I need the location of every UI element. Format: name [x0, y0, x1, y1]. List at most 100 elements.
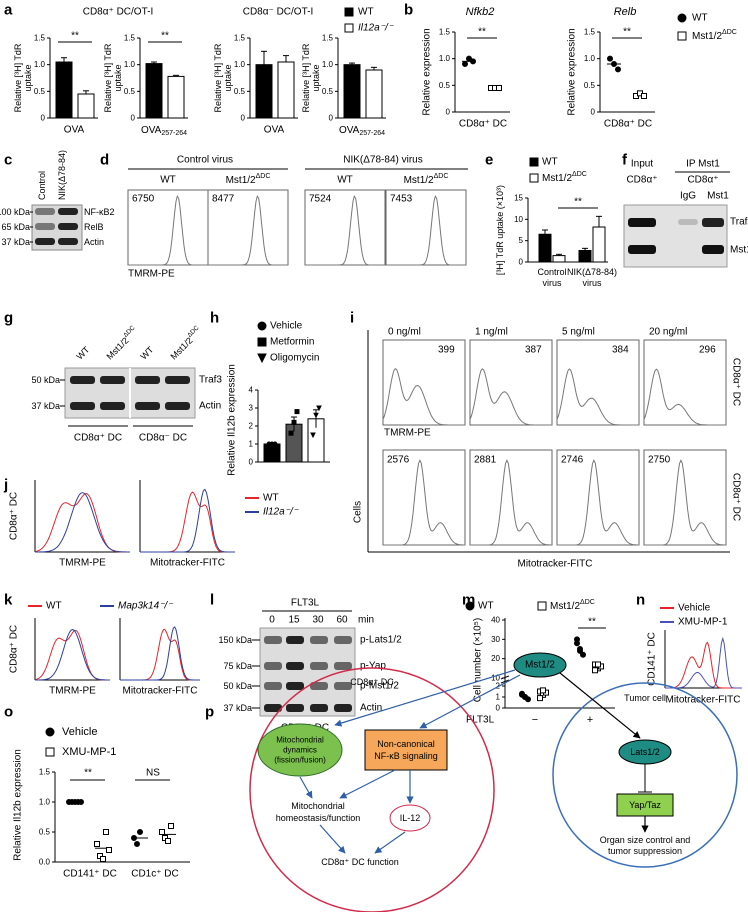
- mfi-value: 8477: [212, 194, 235, 205]
- bar: [365, 69, 383, 119]
- y-tick-label: 15: [514, 194, 523, 203]
- y-tick-label: 0: [591, 108, 596, 117]
- x-label: TMRM-PE: [384, 428, 431, 439]
- blot-band: [310, 704, 328, 712]
- histogram: [386, 194, 466, 266]
- y-tick-label: 1.5: [34, 34, 46, 43]
- y-tick-label: 1.5: [439, 28, 451, 37]
- arrow: [334, 669, 516, 727]
- point: [78, 799, 84, 805]
- lane-label: Control: [37, 171, 47, 200]
- text-part: ΔDC: [722, 29, 737, 36]
- legend-label: Metformin: [270, 337, 314, 348]
- histogram: [469, 368, 552, 426]
- plot-frame: [556, 339, 640, 426]
- node-label: dynamics: [283, 746, 317, 755]
- blot-band: [100, 376, 125, 384]
- cell-label: CD8α⁺ DC: [350, 677, 394, 687]
- y-tick-label: 0: [329, 114, 334, 123]
- node-label: Mitochondrial: [291, 801, 345, 811]
- legend-label: Il12a⁻/⁻: [263, 507, 299, 518]
- legend-label: Vehicle: [62, 726, 97, 738]
- panel-label: e: [485, 152, 493, 169]
- histogram: [557, 459, 639, 546]
- panel-label: j: [3, 477, 8, 494]
- legend-label: Oligomycin: [270, 353, 319, 364]
- y-tick-label: 5: [519, 236, 524, 245]
- band-label: Actin: [360, 703, 382, 714]
- band-label: Mst1: [730, 245, 748, 256]
- y-tick-label: 1.5: [584, 28, 596, 37]
- blot-band: [264, 662, 282, 670]
- point: [574, 636, 580, 643]
- sig-label: **: [478, 27, 486, 38]
- point: [595, 661, 601, 668]
- mfi-value: 384: [612, 345, 629, 356]
- blot-band: [264, 682, 282, 690]
- panel-label: o: [4, 704, 13, 721]
- y-tick-label: 1.0: [439, 54, 451, 63]
- y-label: Relative [³H] TdR: [103, 43, 113, 112]
- lane-label: Mst1: [707, 191, 729, 202]
- y-tick-label: 1.0: [34, 60, 46, 69]
- dose-label: 0 ng/ml: [388, 327, 421, 338]
- y-tick-label: 0: [496, 704, 501, 713]
- text-part: Mst1/2: [550, 601, 580, 612]
- lane-label: WT: [74, 344, 91, 361]
- y-tick-label: 40: [491, 616, 500, 625]
- x-label: CD8α⁺ DC: [604, 119, 652, 130]
- mfi-value: 2576: [387, 455, 410, 466]
- mfi-value: 2881: [474, 455, 497, 466]
- blot-band: [678, 219, 698, 225]
- band-label: p-Lats1/2: [360, 635, 402, 646]
- panel-label: h: [210, 310, 219, 327]
- blot-band: [165, 402, 190, 410]
- size-label: 50 kDa: [31, 375, 60, 385]
- point: [131, 835, 137, 841]
- bar: [145, 63, 163, 119]
- text-part: Mst1/2: [104, 335, 130, 361]
- sig-label: **: [574, 197, 582, 208]
- blot-band: [135, 402, 160, 410]
- point: [607, 55, 613, 62]
- legend-label: XMU-MP-1: [62, 746, 116, 758]
- dose-label: 5 ng/ml: [562, 327, 595, 338]
- blot: [623, 204, 728, 268]
- histogram: [665, 636, 742, 689]
- y-tick-label: 0.5: [39, 828, 51, 837]
- y-label: Relative expression: [422, 28, 433, 115]
- x-title: FLT3L: [466, 715, 495, 726]
- node-label: (fission/fusion): [274, 756, 326, 765]
- x-label: Mitotracker-FITC: [123, 686, 198, 697]
- group-label: CD8α⁻ DC: [139, 433, 187, 444]
- histogram: [305, 194, 385, 266]
- blot-band: [264, 704, 282, 712]
- panel-label: b: [404, 2, 413, 19]
- legend-swatch: [344, 23, 354, 33]
- sig-label: NS: [146, 768, 160, 779]
- plot-frame: [643, 449, 727, 546]
- point: [611, 61, 617, 67]
- blot-band: [264, 636, 282, 644]
- bar: [277, 61, 295, 119]
- histogram: [643, 368, 726, 426]
- text-part: Mst1/2: [692, 31, 722, 42]
- mfi-value: 2750: [648, 455, 671, 466]
- blot-band: [286, 704, 304, 712]
- unit-label: min: [358, 615, 374, 626]
- blot-band: [310, 682, 328, 690]
- axis-break: [500, 675, 510, 684]
- blot-band: [58, 223, 78, 230]
- panel-label: c: [4, 152, 12, 169]
- y-tick-label: 0.5: [234, 87, 246, 96]
- text-part: Mst1/2: [226, 175, 256, 186]
- panel-label: i: [350, 310, 354, 327]
- panel-label: k: [4, 592, 13, 609]
- point: [134, 841, 140, 847]
- bar: [343, 64, 361, 119]
- bar: [552, 255, 566, 263]
- legend-marker: [45, 727, 55, 737]
- blot-band: [58, 208, 78, 215]
- y-label: Relative expression: [567, 28, 578, 115]
- plot-frame: [643, 339, 727, 426]
